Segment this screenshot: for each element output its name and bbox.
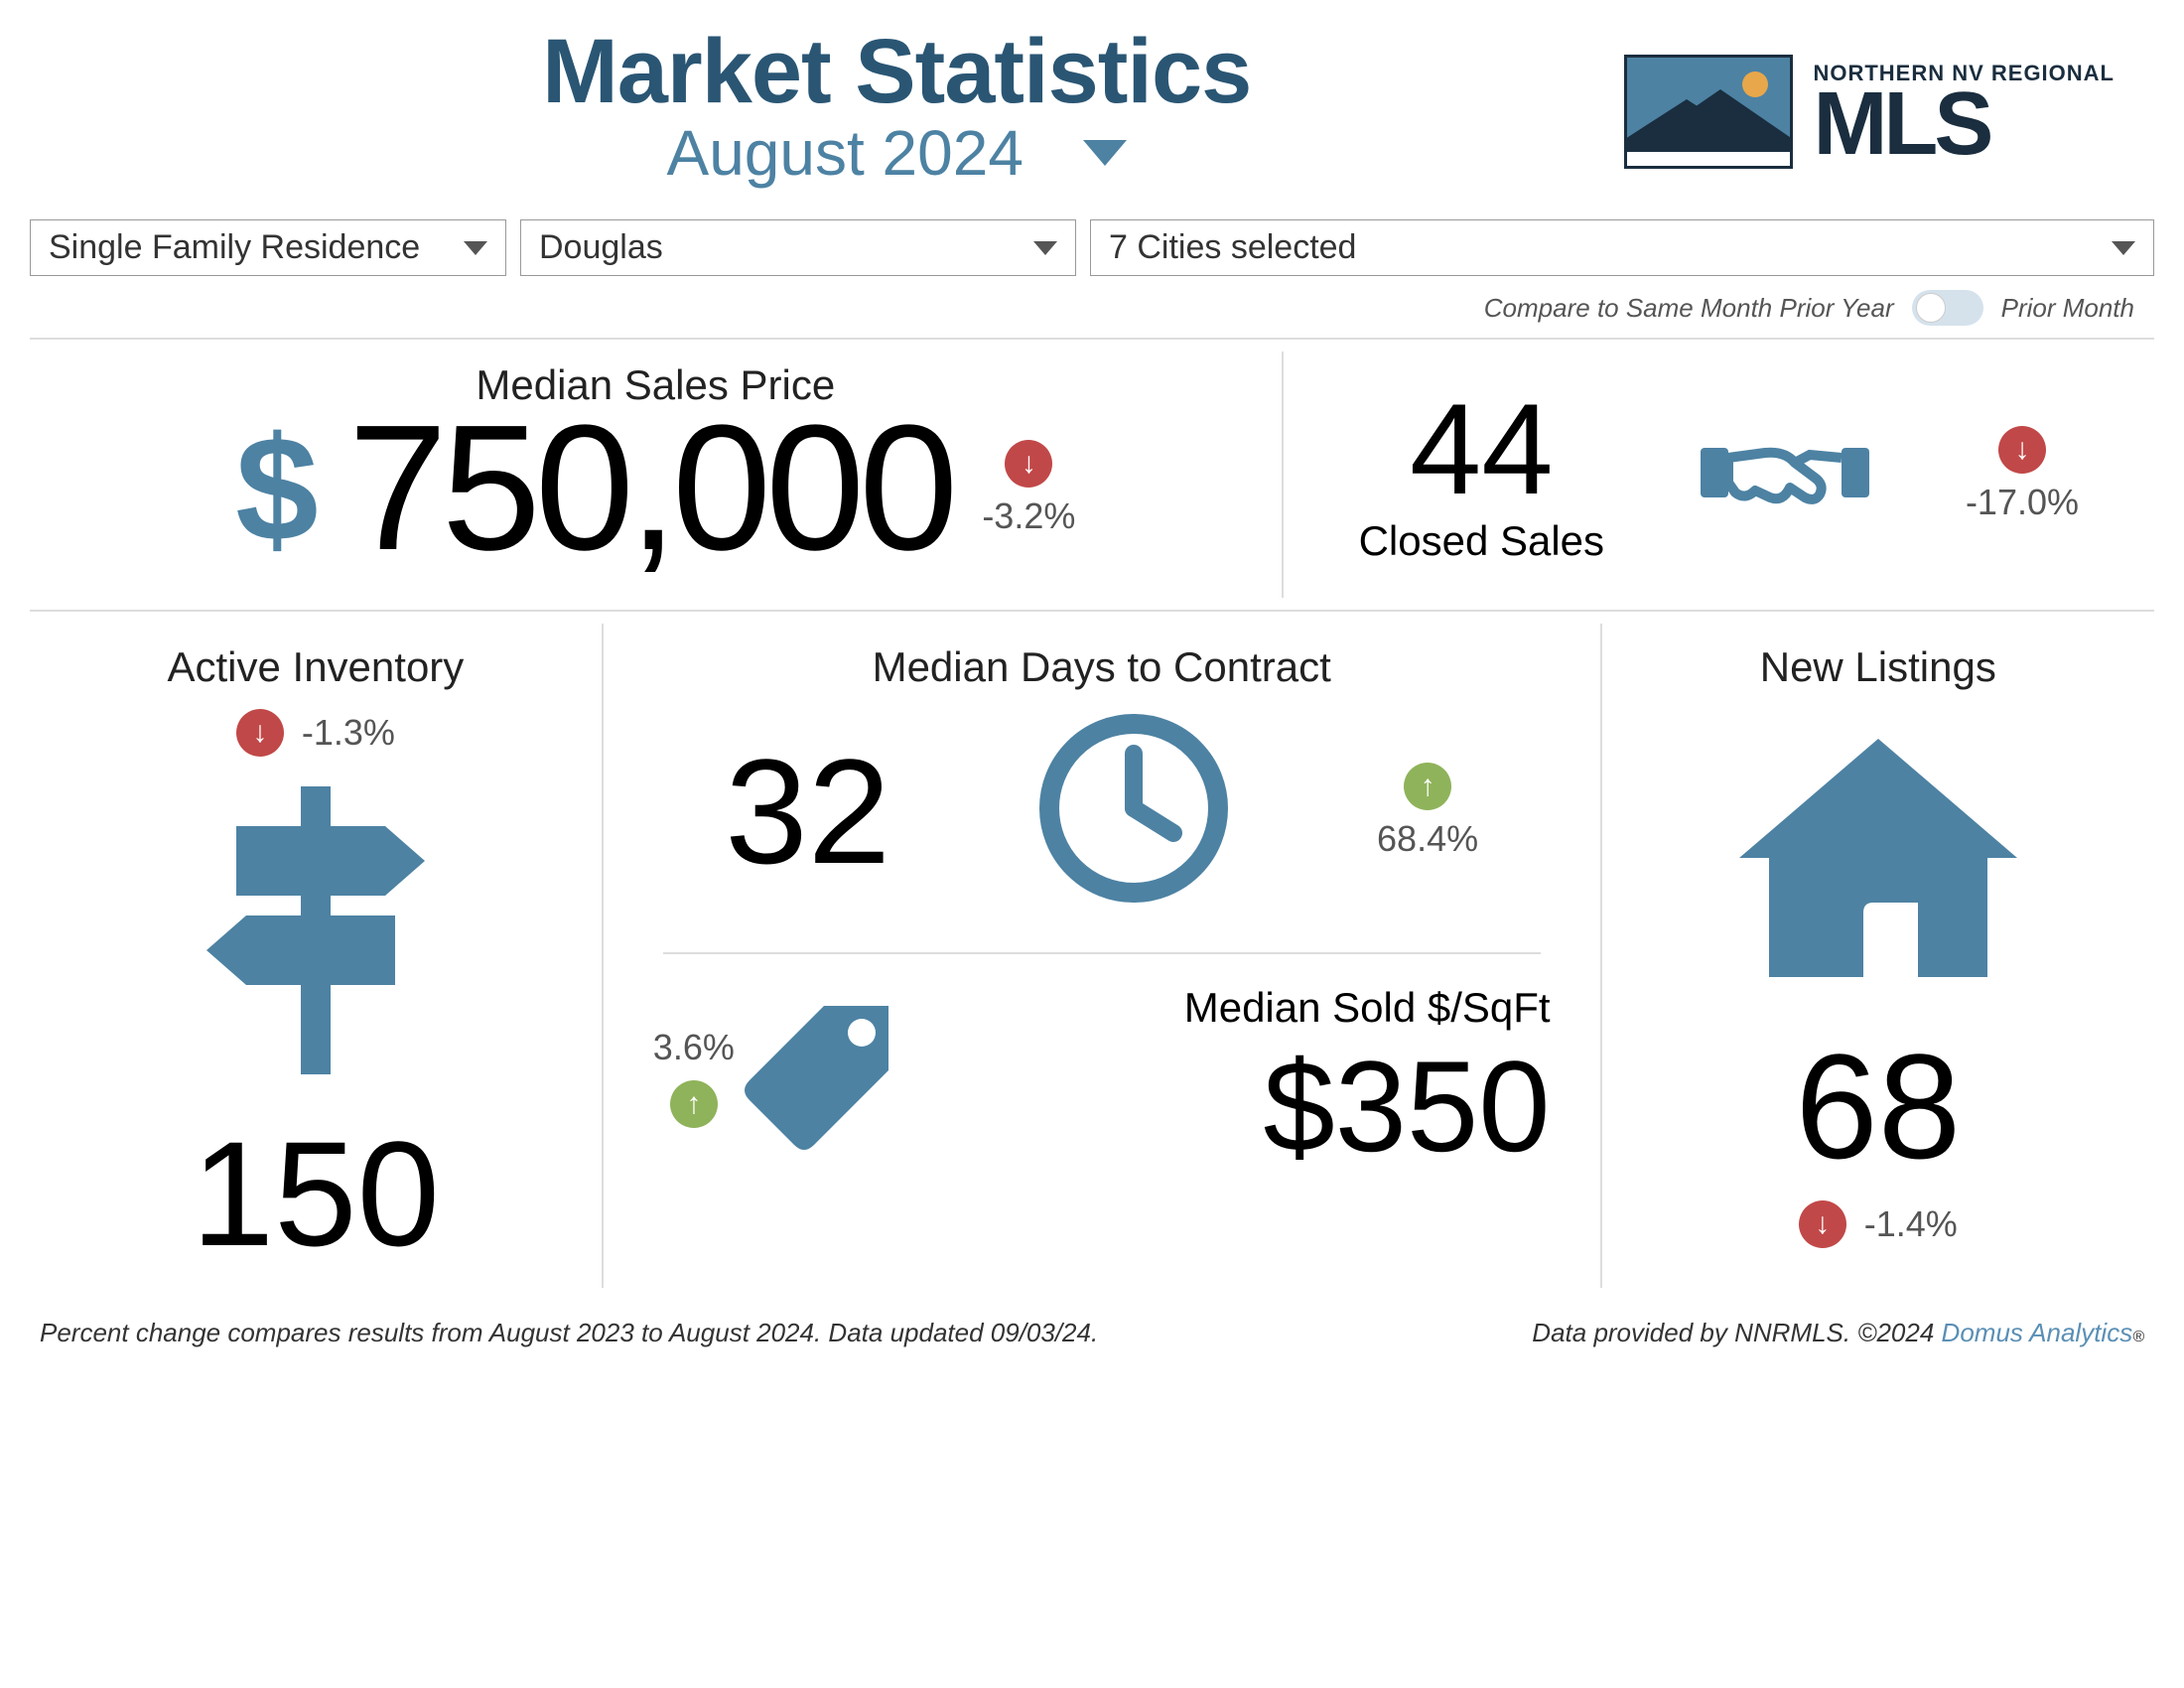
median-sqft-change-text: 3.6% xyxy=(653,1027,735,1068)
house-icon xyxy=(1729,729,2027,992)
compare-toggle[interactable] xyxy=(1912,290,1983,326)
closed-sales-change: ↓ -17.0% xyxy=(1966,426,2079,523)
logo: NORTHERN NV REGIONAL MLS xyxy=(1624,20,2154,169)
top-metrics: Median Sales Price $ 750,000 ↓ -3.2% 44 … xyxy=(30,352,2154,598)
footer-right-prefix: Data provided by NNRMLS. ©2024 xyxy=(1532,1318,1941,1347)
bottom-metrics: Active Inventory ↓ -1.3% 150 Median Days… xyxy=(30,624,2154,1288)
subtitle-caret-icon[interactable] xyxy=(1083,140,1127,166)
signpost-icon xyxy=(187,786,445,1089)
median-days-change-text: 68.4% xyxy=(1377,818,1478,860)
arrow-down-icon: ↓ xyxy=(1799,1200,1846,1248)
new-listings-value: 68 xyxy=(1795,1032,1961,1181)
chevron-down-icon xyxy=(2112,241,2135,255)
clock-icon xyxy=(1034,709,1233,913)
active-inventory-label: Active Inventory xyxy=(167,643,464,691)
compare-toggle-row: Compare to Same Month Prior Year Prior M… xyxy=(30,290,2154,326)
active-inventory-change: ↓ -1.3% xyxy=(236,709,395,757)
median-days-change: ↑ 68.4% xyxy=(1377,763,1478,860)
property-type-value: Single Family Residence xyxy=(49,228,420,267)
subtitle-row[interactable]: August 2024 xyxy=(169,116,1624,190)
logo-image xyxy=(1624,55,1793,169)
closed-sales-label: Closed Sales xyxy=(1359,517,1604,565)
new-listings-change-text: -1.4% xyxy=(1864,1203,1958,1245)
new-listings-change: ↓ -1.4% xyxy=(1799,1200,1958,1248)
dollar-icon: $ xyxy=(235,414,318,563)
toggle-right-label: Prior Month xyxy=(2001,293,2134,324)
chevron-down-icon xyxy=(464,241,487,255)
median-days-value: 32 xyxy=(725,737,890,886)
closed-sales-card: 44 Closed Sales ↓ -17.0% xyxy=(1284,352,2154,598)
toggle-knob xyxy=(1916,293,1946,323)
new-listings-card: New Listings 68 ↓ -1.4% xyxy=(1602,624,2154,1288)
arrow-down-icon: ↓ xyxy=(1998,426,2046,474)
cities-value: 7 Cities selected xyxy=(1109,228,1356,267)
region-dropdown[interactable]: Douglas xyxy=(520,219,1076,276)
footer: Percent change compares results from Aug… xyxy=(30,1318,2154,1348)
toggle-left-label: Compare to Same Month Prior Year xyxy=(1484,293,1894,324)
tag-icon xyxy=(735,991,903,1165)
arrow-up-icon: ↑ xyxy=(670,1080,718,1128)
median-sqft-row: 3.6% ↑ Median Sold $/SqFt $350 xyxy=(633,964,1570,1171)
median-sqft-change: 3.6% ↑ xyxy=(653,1027,735,1128)
active-inventory-card: Active Inventory ↓ -1.3% 150 xyxy=(30,624,604,1288)
divider xyxy=(30,338,2154,340)
property-type-dropdown[interactable]: Single Family Residence xyxy=(30,219,506,276)
arrow-down-icon: ↓ xyxy=(1005,440,1052,488)
new-listings-label: New Listings xyxy=(1760,643,1996,691)
divider xyxy=(663,952,1541,954)
chevron-down-icon xyxy=(1033,241,1057,255)
footer-left: Percent change compares results from Aug… xyxy=(40,1318,1098,1348)
region-value: Douglas xyxy=(539,228,663,267)
logo-text: NORTHERN NV REGIONAL MLS xyxy=(1813,61,2115,163)
active-inventory-change-text: -1.3% xyxy=(302,712,395,754)
closed-sales-value: 44 xyxy=(1410,384,1554,513)
divider xyxy=(30,610,2154,612)
median-sqft-value: $350 xyxy=(1263,1042,1550,1171)
header: Market Statistics August 2024 NORTHERN N… xyxy=(30,20,2154,190)
page-subtitle: August 2024 xyxy=(667,116,1024,190)
median-days-label: Median Days to Contract xyxy=(633,643,1570,691)
logo-main-text: MLS xyxy=(1813,86,2115,163)
arrow-up-icon: ↑ xyxy=(1404,763,1451,810)
handshake-icon xyxy=(1696,413,1874,537)
median-sales-price-card: Median Sales Price $ 750,000 ↓ -3.2% xyxy=(30,352,1284,598)
closed-sales-change-text: -17.0% xyxy=(1966,482,2079,523)
arrow-down-icon: ↓ xyxy=(236,709,284,757)
middle-column: Median Days to Contract 32 ↑ 68.4% 3.6% … xyxy=(604,624,1602,1288)
median-sales-price-value: 750,000 xyxy=(348,399,953,578)
median-sales-price-change-text: -3.2% xyxy=(982,495,1075,537)
page-title: Market Statistics xyxy=(169,20,1624,124)
median-sqft-label: Median Sold $/SqFt xyxy=(1184,984,1551,1032)
title-block: Market Statistics August 2024 xyxy=(30,20,1624,190)
cities-dropdown[interactable]: 7 Cities selected xyxy=(1090,219,2154,276)
active-inventory-value: 150 xyxy=(192,1119,440,1268)
footer-right: Data provided by NNRMLS. ©2024 Domus Ana… xyxy=(1532,1318,2144,1348)
registered-mark: ® xyxy=(2132,1329,2144,1345)
median-days-row: 32 ↑ 68.4% xyxy=(633,709,1570,942)
domus-link[interactable]: Domus Analytics xyxy=(1942,1318,2133,1347)
median-sales-price-change: ↓ -3.2% xyxy=(982,440,1075,537)
filters-row: Single Family Residence Douglas 7 Cities… xyxy=(30,219,2154,276)
